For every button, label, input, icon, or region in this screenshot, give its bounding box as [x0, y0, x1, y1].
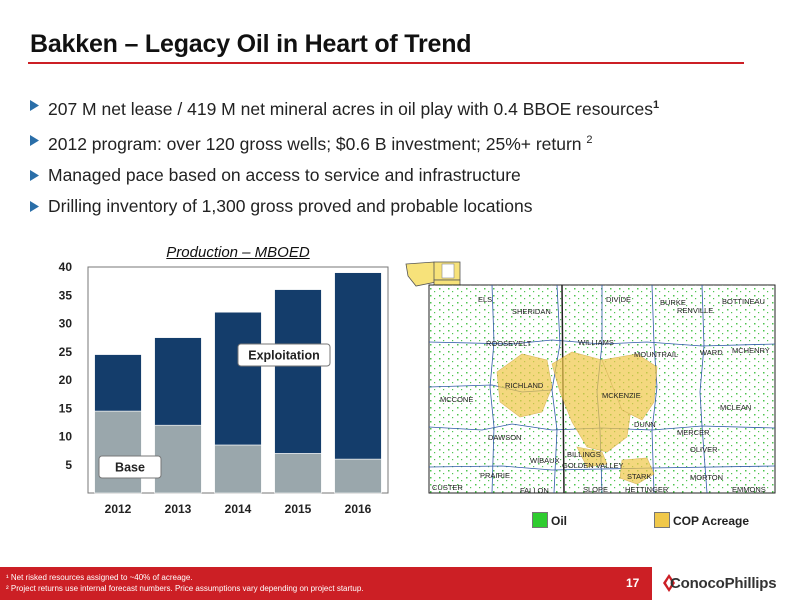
county-label: MCKENZIE — [602, 391, 641, 400]
x-tick-label: 2013 — [165, 502, 192, 516]
footer-bar — [0, 567, 668, 600]
base-series-label-box — [98, 455, 162, 479]
county-label: BILLINGS — [567, 450, 601, 459]
bullet-list: 207 M net lease / 419 M net mineral acre… — [30, 90, 790, 222]
y-tick-label: 30 — [59, 317, 73, 331]
county-label: RICHLAND — [505, 381, 544, 390]
county-label: BOTTINEAU — [722, 297, 765, 306]
y-tick-label: 35 — [59, 288, 73, 302]
county-label: WARD — [700, 348, 723, 357]
county-label: HETTINGER — [625, 485, 669, 494]
bar-base-2015 — [274, 453, 322, 494]
bar-exploitation-2014 — [214, 311, 262, 446]
bullet-text: Managed pace based on access to service … — [48, 164, 521, 185]
county-label: GOLDEN VALLEY — [562, 461, 624, 470]
cop-acreage-legend-label: COP Acreage — [673, 514, 750, 528]
page-number: 17 — [626, 576, 640, 590]
conocophillips-logo-icon — [663, 574, 675, 592]
county-label: OLIVER — [690, 445, 718, 454]
county-label: SHERIDAN — [512, 307, 551, 316]
bar-exploitation-2012 — [94, 354, 142, 412]
footnote-ref: 1 — [653, 99, 660, 111]
county-label: ROOSEVELT — [486, 339, 532, 348]
oil-legend-swatch — [532, 512, 548, 528]
county-label: MERCER — [677, 428, 710, 437]
county-label: BURKE — [660, 298, 686, 307]
bullet-text: 2012 program: over 120 gross wells; $0.6… — [48, 133, 587, 154]
exploitation-series-label: Exploitation — [248, 349, 320, 363]
y-tick-label: 20 — [59, 373, 73, 387]
bar-exploitation-2016 — [334, 272, 382, 460]
bar-base-2013 — [154, 424, 202, 494]
county-label: SLOPE — [583, 485, 608, 494]
footnotes: ¹ Net risked resources assigned to ~40% … — [6, 572, 364, 594]
title-underline — [28, 62, 744, 64]
x-tick-label: 2016 — [345, 502, 372, 516]
x-tick-label: 2012 — [105, 502, 132, 516]
county-label: DAWSON — [488, 433, 521, 442]
county-label: FALLON — [520, 486, 549, 495]
logo-area — [652, 567, 800, 600]
cop-acreage-legend-swatch — [654, 512, 670, 528]
county-label: MCCONE — [440, 395, 473, 404]
bar-exploitation-2013 — [154, 337, 202, 426]
bullet-arrow-icon — [30, 169, 39, 181]
bullet-text: 207 M net lease / 419 M net mineral acre… — [48, 98, 654, 119]
y-tick-label: 40 — [59, 260, 73, 274]
state-inset — [405, 261, 461, 298]
bullet-item: Managed pace based on access to service … — [30, 160, 790, 191]
county-label: EMMONS — [732, 485, 766, 494]
company-logo-text: ConocoPhillips — [670, 575, 777, 592]
bar-base-2014 — [214, 444, 262, 494]
bar-base-2016 — [334, 458, 382, 494]
x-tick-label: 2015 — [285, 502, 312, 516]
footnote-ref: 2 — [586, 133, 593, 146]
cop-acreage — [496, 351, 658, 485]
bullet-text: Drilling inventory of 1,300 gross proved… — [48, 195, 533, 216]
county-label: ELS — [478, 295, 492, 304]
exploitation-series-label-box — [237, 343, 331, 367]
county-label: DUNN — [634, 420, 656, 429]
y-tick-label: 25 — [59, 345, 73, 359]
county-label: RENVILLE — [677, 306, 713, 315]
county-label: STARK — [627, 472, 651, 481]
chart-title: Production – MBOED — [166, 244, 310, 261]
county-label: MORTON — [690, 473, 723, 482]
bakken-map: ELS SHERIDAN DIVIDE BURKE RENVILLE BOTTI… — [405, 261, 776, 495]
bar-base-2012 — [94, 410, 142, 494]
county-label: PRAIRIE — [480, 471, 510, 480]
county-label: WILLIAMS — [578, 338, 614, 347]
y-tick-label: 5 — [65, 458, 72, 472]
bullet-arrow-icon — [30, 100, 39, 111]
county-labels: ELS SHERIDAN DIVIDE BURKE RENVILLE BOTTI… — [432, 295, 770, 495]
bar-exploitation-2015 — [274, 289, 322, 454]
base-series-label: Base — [115, 461, 145, 475]
county-label: MCLEAN — [720, 403, 751, 412]
y-tick-label: 10 — [59, 430, 73, 444]
county-label: MCHENRY — [732, 346, 770, 355]
y-tick-label: 15 — [59, 401, 73, 415]
production-chart: 5 10 15 20 25 30 35 40 2012 2013 2014 2015 2016 Base E… — [59, 260, 389, 516]
county-label: DIVIDE — [606, 295, 631, 304]
bullet-arrow-icon — [30, 200, 39, 212]
bullet-item: Drilling inventory of 1,300 gross proved… — [30, 191, 790, 222]
footnote-1: ¹ Net risked resources assigned to ~40% … — [6, 573, 193, 582]
county-label: WIBAUX — [530, 456, 560, 465]
bullet-item: 207 M net lease / 419 M net mineral acre… — [30, 90, 790, 125]
county-label: CUSTER — [432, 483, 463, 492]
county-label: MOUNTRAIL — [634, 350, 678, 359]
bullet-arrow-icon — [30, 134, 39, 146]
footnote-2: ² Project returns use internal forecast … — [6, 584, 364, 593]
bullet-item: 2012 program: over 120 gross wells; $0.6… — [30, 125, 790, 160]
oil-legend-label: Oil — [551, 514, 568, 528]
x-tick-label: 2014 — [225, 502, 252, 516]
slide-title: Bakken – Legacy Oil in Heart of Trend — [30, 30, 472, 58]
